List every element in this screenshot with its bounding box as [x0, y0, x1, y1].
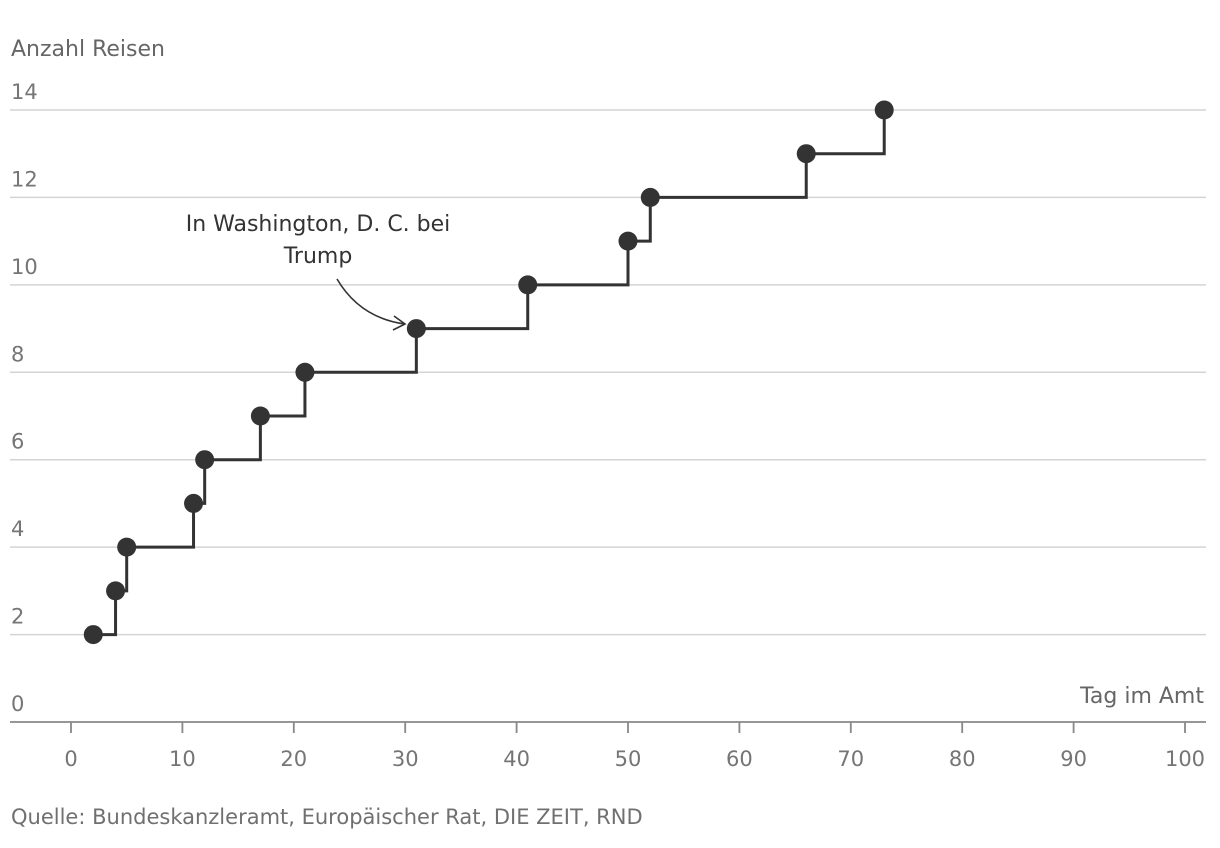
data-point — [518, 275, 538, 295]
data-point — [640, 187, 660, 207]
x-axis — [10, 721, 1206, 733]
data-point — [117, 537, 137, 557]
y-axis-title: Anzahl Reisen — [11, 37, 165, 62]
x-axis-title: Tag im Amt — [1079, 684, 1204, 709]
x-tick-label-20: 20 — [280, 747, 307, 771]
x-tick-label-90: 90 — [1060, 747, 1087, 771]
y-tick-label-0: 0 — [11, 692, 24, 716]
data-point — [618, 231, 638, 251]
step-series — [83, 100, 894, 645]
gridlines — [10, 109, 1206, 636]
x-tick-label-100: 100 — [1165, 747, 1205, 771]
data-point — [295, 362, 315, 382]
data-point — [83, 625, 103, 645]
data-point — [250, 406, 270, 426]
data-point — [874, 100, 894, 120]
annotation-line-1: In Washington, D. C. bei — [186, 212, 451, 237]
data-point — [195, 450, 215, 470]
annotation-arrowhead — [392, 315, 407, 331]
y-tick-label-6: 6 — [11, 430, 24, 454]
y-tick-label-10: 10 — [11, 255, 38, 279]
data-point — [796, 144, 816, 164]
data-point — [106, 581, 126, 601]
annotation: In Washington, D. C. bei Trump — [186, 212, 451, 331]
y-tick-label-14: 14 — [11, 80, 38, 104]
annotation-line-2: Trump — [283, 244, 353, 269]
x-tick-label-60: 60 — [726, 747, 753, 771]
data-point — [406, 319, 426, 339]
x-tick-label-30: 30 — [392, 747, 419, 771]
x-axis-tick-labels: 0 10 20 30 40 50 60 70 80 90 100 — [64, 747, 1205, 771]
source-note: Quelle: Bundeskanzleramt, Europäischer R… — [11, 805, 643, 829]
x-tick-label-10: 10 — [169, 747, 196, 771]
y-tick-label-4: 4 — [11, 517, 24, 541]
x-tick-label-80: 80 — [949, 747, 976, 771]
y-axis-tick-labels: 0 2 4 6 8 10 12 14 — [11, 80, 38, 716]
data-point — [184, 493, 204, 513]
x-tick-label-0: 0 — [64, 747, 77, 771]
y-tick-label-8: 8 — [11, 342, 24, 366]
annotation-arrow — [336, 278, 406, 325]
y-tick-label-12: 12 — [11, 167, 38, 191]
x-tick-label-70: 70 — [837, 747, 864, 771]
x-tick-label-40: 40 — [503, 747, 530, 771]
y-tick-label-2: 2 — [11, 605, 24, 629]
x-tick-label-50: 50 — [615, 747, 642, 771]
